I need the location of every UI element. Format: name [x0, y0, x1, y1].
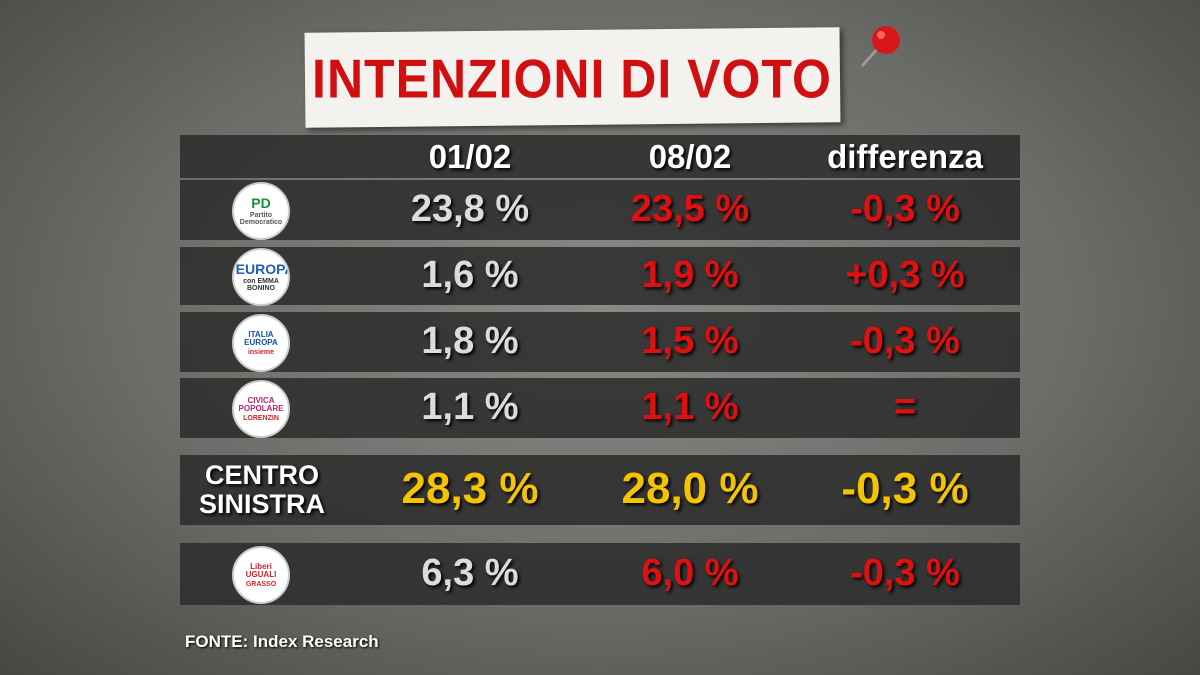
logo-text: insieme — [247, 348, 275, 356]
logo-text: +EUROPA — [234, 261, 288, 277]
value: -0,3 % — [850, 187, 960, 230]
party-logo: Liberi UGUALI GRASSO — [232, 546, 290, 604]
party-logo: CIVICA POPOLARE LORENZIN — [232, 380, 290, 438]
value: +0,3 % — [845, 253, 965, 296]
value: -0,3 % — [841, 464, 969, 514]
row-band — [180, 312, 1020, 372]
source: FONTE: Index Research — [185, 632, 379, 651]
value: 6,3 % — [421, 551, 519, 594]
value: 1,9 % — [641, 253, 739, 296]
logo-text: Liberi UGUALI — [245, 561, 277, 579]
value: 23,5 % — [630, 187, 750, 230]
party-logo: ITALIA EUROPA insieme — [232, 314, 290, 372]
value: 1,6 % — [421, 253, 519, 296]
value: = — [893, 385, 917, 428]
row-label: SINISTRA — [198, 489, 326, 519]
row-band — [180, 543, 1020, 605]
column-header: 01/02 — [428, 138, 512, 175]
value: -0,3 % — [850, 551, 960, 594]
party-logo: +EUROPAcon EMMA BONINO — [232, 248, 290, 306]
row-band — [180, 378, 1020, 438]
value: 6,0 % — [641, 551, 739, 594]
title: INTENZIONI DI VOTO — [312, 48, 832, 110]
row-label: CENTRO — [205, 460, 319, 490]
value: 1,1 % — [641, 385, 739, 428]
logo-text: LORENZIN — [243, 414, 279, 422]
logo-text: con EMMA BONINO — [243, 278, 279, 292]
column-header: 08/02 — [648, 138, 732, 175]
value: 28,3 % — [401, 464, 539, 514]
logo-text: PD — [251, 195, 271, 211]
header-band — [180, 135, 1020, 178]
value: 1,1 % — [421, 385, 519, 428]
value: -0,3 % — [850, 319, 960, 362]
column-header: differenza — [827, 138, 983, 175]
row-band — [180, 247, 1020, 305]
logo-text: CIVICA POPOLARE — [238, 395, 284, 413]
party-logo: PD Partito Democratico — [232, 182, 290, 240]
value: 28,0 % — [621, 464, 759, 514]
pin — [860, 26, 900, 68]
row-band — [180, 180, 1020, 240]
row-band — [180, 455, 1020, 525]
value: 1,8 % — [421, 319, 519, 362]
value: 23,8 % — [410, 187, 530, 230]
logo-text: ITALIA EUROPA — [244, 329, 278, 347]
value: 1,5 % — [641, 319, 739, 362]
logo-text: Partito Democratico — [239, 212, 283, 226]
logo-text: GRASSO — [245, 580, 277, 588]
